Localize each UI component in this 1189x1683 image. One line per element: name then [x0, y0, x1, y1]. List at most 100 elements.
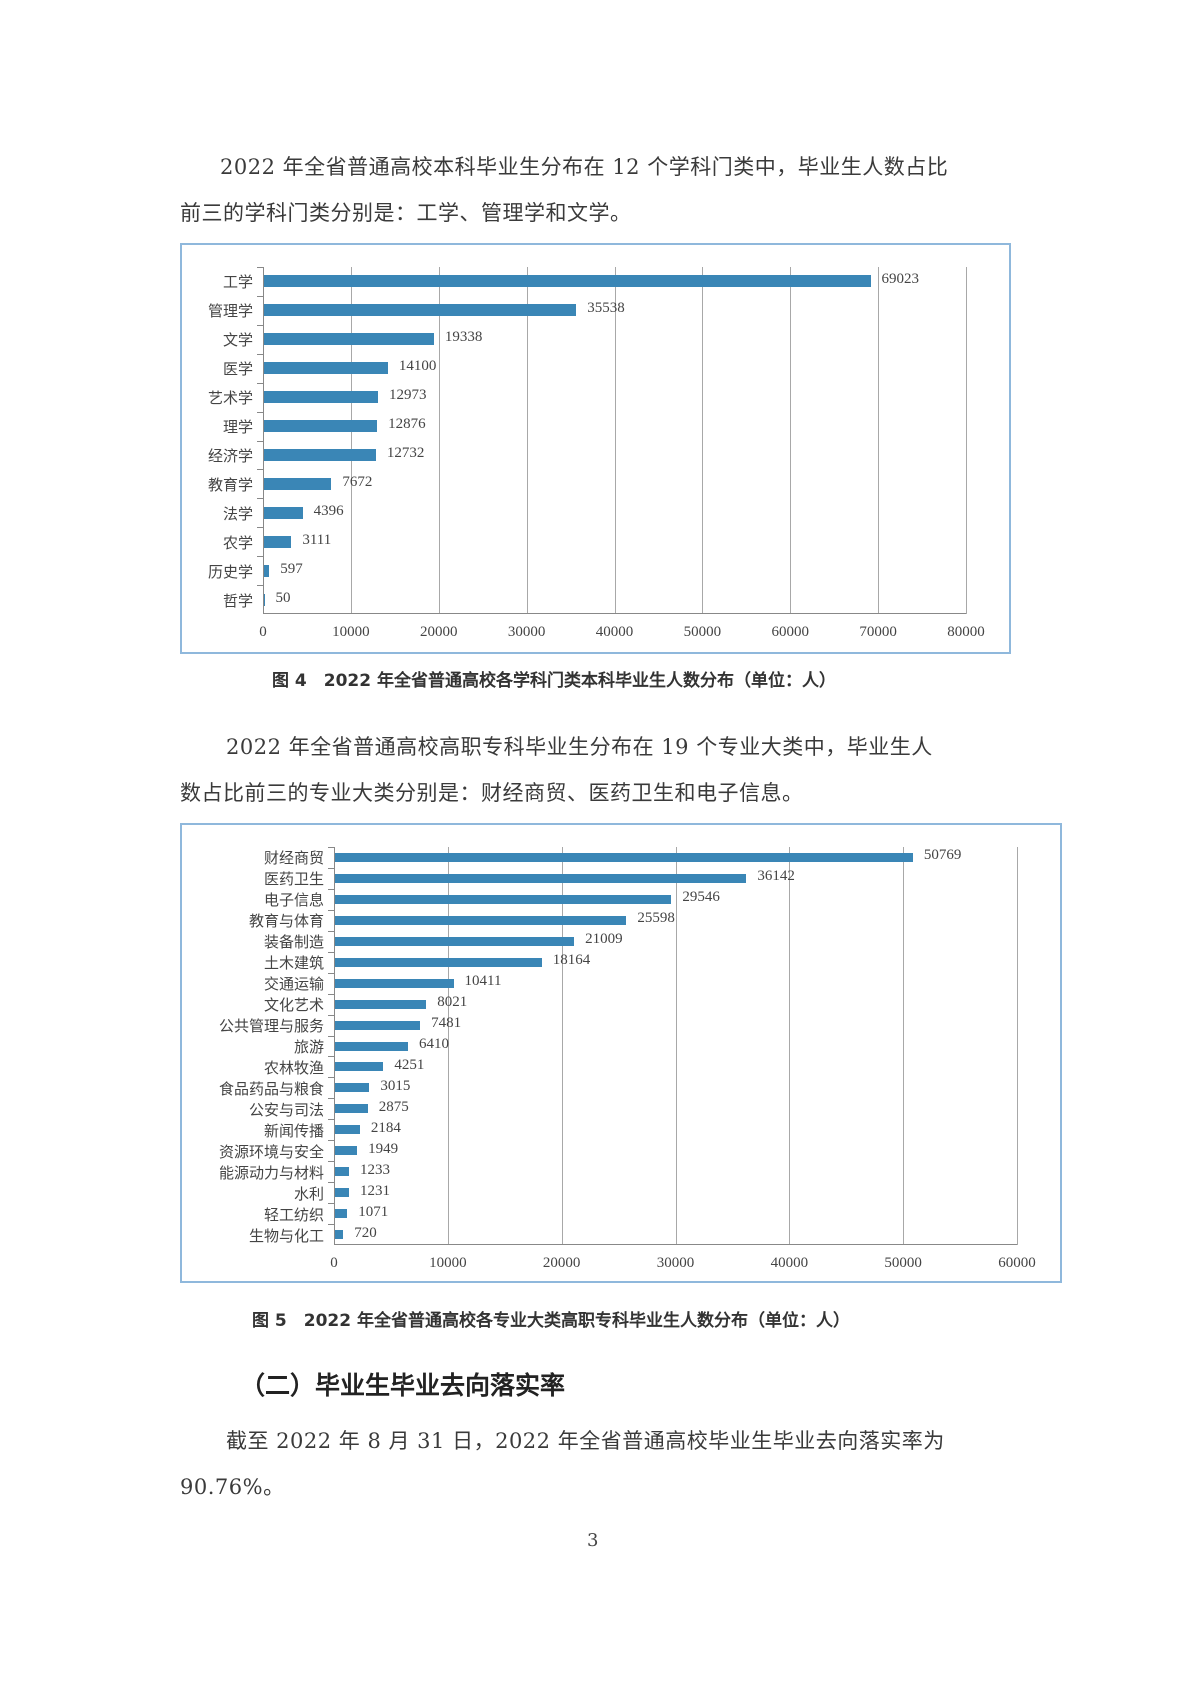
data-value-label: 4251	[394, 1056, 425, 1073]
category-label: 历史学	[207, 562, 253, 581]
gridline	[350, 267, 352, 614]
gridline	[702, 267, 704, 614]
page-number: 3	[587, 1530, 599, 1551]
category-label: 生物与化工	[248, 1226, 324, 1245]
gridline	[790, 267, 792, 614]
category-label: 理学	[222, 418, 253, 437]
x-tick-label: 10000	[332, 624, 370, 640]
data-bar	[335, 1062, 384, 1072]
x-tick-label: 40000	[595, 624, 634, 640]
category-label: 食品药品与粮食	[218, 1079, 324, 1098]
data-bar	[335, 936, 575, 946]
gridline	[526, 267, 528, 614]
gridline	[438, 267, 440, 614]
data-bar	[264, 535, 292, 548]
data-bar	[264, 420, 378, 433]
paragraph-3-line-1: 截至 2022 年 8 月 31 日，2022 年全省普通高校毕业生毕业去向落实…	[226, 1429, 945, 1453]
data-value-label: 69023	[881, 271, 920, 288]
x-tick-label: 50000	[884, 1255, 922, 1271]
data-bar	[335, 1041, 408, 1051]
x-tick-label: 20000	[542, 1255, 581, 1271]
data-value-label: 21009	[585, 931, 623, 948]
data-bar	[264, 564, 270, 577]
figure-5-plot-area: 0 10000 20000 30000 40000 50000 60000 财经商贸 50769…	[219, 847, 1036, 1271]
data-bar	[264, 333, 434, 346]
gridline	[561, 847, 563, 1245]
x-tick-label: 0	[330, 1255, 338, 1271]
category-label: 法学	[222, 504, 253, 523]
data-value-label: 14100	[398, 358, 437, 375]
x-tick-label: 80000	[947, 624, 985, 640]
gridline	[675, 847, 677, 1245]
data-value-label: 12876	[388, 416, 426, 433]
paragraph-2-line-1: 2022 年全省普通高校高职专科毕业生分布在 19 个专业大类中，毕业生人	[226, 735, 933, 759]
category-label: 教育学	[207, 475, 253, 494]
data-value-label: 1231	[360, 1182, 390, 1199]
data-bar	[264, 448, 376, 461]
data-value-label: 2184	[370, 1119, 401, 1136]
x-tick-label: 40000	[770, 1255, 809, 1271]
data-bar	[335, 1146, 358, 1156]
data-bar	[264, 593, 265, 606]
data-value-label: 12732	[386, 444, 425, 461]
gridline	[966, 267, 967, 614]
x-tick-label: 50000	[683, 624, 722, 640]
data-value-label: 720	[354, 1224, 377, 1241]
category-label: 教育与体育	[248, 912, 324, 931]
data-value-label: 35538	[587, 300, 625, 317]
data-value-label: 50769	[923, 847, 962, 864]
gridline	[878, 267, 880, 614]
category-label: 交通运输	[263, 975, 324, 994]
data-bar	[264, 362, 388, 375]
data-bar	[335, 1125, 360, 1135]
data-value-label: 50	[275, 589, 291, 606]
section-heading: （二）毕业生毕业去向落实率	[240, 1371, 566, 1400]
figure-4-chart: 0 10000 20000 30000 40000 50000 60000 70000 8000…	[180, 243, 1011, 654]
data-value-label: 7481	[431, 1015, 462, 1032]
data-bar	[335, 852, 913, 862]
data-bar	[264, 506, 303, 519]
data-value-label: 4396	[313, 502, 344, 519]
category-label: 财经商贸	[263, 849, 324, 868]
category-label: 土木建筑	[263, 954, 324, 973]
category-label: 文学	[222, 331, 253, 350]
gridline	[447, 847, 449, 1245]
category-label: 能源动力与材料	[218, 1163, 324, 1182]
category-label: 公共管理与服务	[218, 1017, 324, 1036]
gridline	[614, 267, 616, 614]
data-bar	[264, 275, 871, 288]
data-value-label: 8021	[437, 994, 468, 1011]
data-bar	[335, 1209, 348, 1219]
figure-5-chart: 0 10000 20000 30000 40000 50000 60000 财经商贸 50769…	[180, 823, 1062, 1283]
category-label: 装备制造	[263, 933, 324, 952]
x-tick-label: 10000	[429, 1255, 467, 1271]
category-label: 哲学	[222, 591, 253, 610]
x-tick-label: 30000	[507, 624, 546, 640]
data-value-label: 597	[280, 560, 303, 577]
x-tick-label: 30000	[656, 1255, 695, 1271]
category-label: 医药卫生	[263, 870, 324, 889]
data-value-label: 25598	[637, 910, 675, 927]
category-label: 艺术学	[207, 389, 253, 408]
data-bar	[335, 999, 427, 1009]
x-axis	[334, 1244, 1017, 1245]
data-bar	[335, 873, 747, 883]
data-value-label: 36142	[757, 868, 795, 885]
data-value-label: 6410	[418, 1036, 449, 1052]
data-value-label: 19338	[444, 329, 483, 346]
data-value-label: 12973	[389, 387, 427, 404]
x-tick-label: 70000	[859, 624, 897, 640]
x-axis	[263, 613, 966, 614]
data-bar	[335, 978, 454, 988]
data-bar	[264, 304, 577, 317]
data-value-label: 29546	[682, 889, 720, 906]
category-label: 公安与司法	[248, 1100, 324, 1119]
data-bar	[264, 391, 378, 404]
data-bar	[335, 1167, 350, 1177]
y-axis	[334, 847, 335, 1245]
data-value-label: 1233	[360, 1161, 391, 1178]
data-bar	[335, 1020, 421, 1030]
category-label: 经济学	[207, 446, 253, 465]
figure-4-caption: 图 4 2022 年全省普通高校各学科门类本科毕业生人数分布（单位：人）	[272, 671, 836, 691]
category-label: 文化艺术	[263, 996, 324, 1015]
